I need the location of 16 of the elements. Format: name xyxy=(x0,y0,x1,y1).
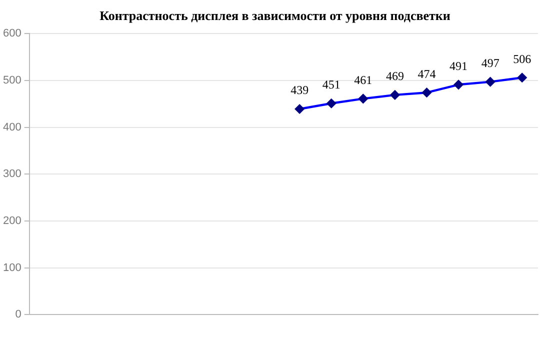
y-tick-label: 400 xyxy=(2,121,22,134)
y-tick-label: 300 xyxy=(2,168,22,180)
y-tick-label: 200 xyxy=(2,214,22,227)
data-label: 461 xyxy=(354,72,372,87)
data-label: 439 xyxy=(290,83,309,98)
chart-title: Контрастность дисплея в зависимости от уровня подсветки xyxy=(98,8,452,24)
y-tick-label: 500 xyxy=(2,74,22,86)
data-label: 497 xyxy=(481,56,500,70)
data-label: 469 xyxy=(386,69,404,84)
y-tick-label: 600 xyxy=(2,28,22,40)
y-tick-label: 0 xyxy=(15,308,22,321)
data-label: 451 xyxy=(322,78,340,92)
y-tick-label: 100 xyxy=(2,262,22,274)
data-label: 506 xyxy=(513,52,532,66)
data-label: 491 xyxy=(450,58,468,73)
data-label: 474 xyxy=(418,66,436,81)
